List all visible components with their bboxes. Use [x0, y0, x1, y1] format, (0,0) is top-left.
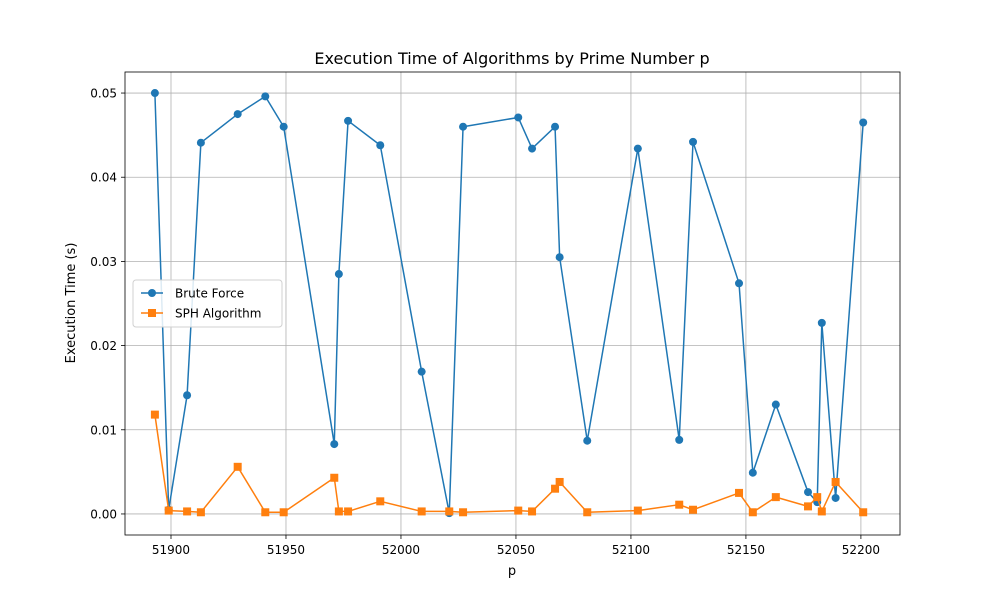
data-point — [183, 507, 192, 516]
data-point — [817, 507, 826, 516]
data-point — [771, 493, 780, 502]
data-point — [528, 507, 537, 516]
data-point — [831, 493, 840, 502]
data-point — [233, 110, 242, 119]
data-point — [859, 508, 868, 517]
series-line — [154, 414, 864, 514]
series-line — [154, 93, 864, 514]
data-point — [459, 508, 468, 517]
data-point — [551, 484, 560, 493]
x-tick-label: 52000 — [382, 543, 420, 557]
x-axis: 51900 51950 52000 52050 52100 52150 52200 — [152, 535, 880, 557]
data-point — [330, 440, 339, 449]
y-tick-label: 0.05 — [90, 87, 117, 101]
y-tick-label: 0.01 — [90, 423, 117, 437]
data-point — [771, 400, 780, 409]
data-point — [196, 508, 205, 517]
data-point — [514, 113, 523, 122]
data-point — [344, 507, 353, 516]
data-point — [164, 506, 173, 515]
data-point — [334, 270, 343, 279]
data-point — [233, 462, 242, 471]
data-point — [551, 122, 560, 131]
data-point — [633, 506, 642, 515]
data-point — [675, 435, 684, 444]
plot-frame — [124, 71, 901, 536]
data-point — [859, 118, 868, 127]
x-tick-label: 51900 — [152, 543, 190, 557]
data-point — [183, 391, 192, 400]
legend-label: Brute Force — [175, 287, 244, 301]
data-point — [279, 122, 288, 131]
legend-label: SPH Algorithm — [175, 307, 261, 321]
data-point — [376, 497, 385, 506]
legend-marker — [148, 309, 156, 317]
chart-title: Execution Time of Algorithms by Prime Nu… — [314, 49, 709, 68]
legend-marker — [148, 289, 156, 297]
data-point — [735, 279, 744, 288]
legend-item: SPH Algorithm — [141, 307, 261, 321]
x-tick-label: 52100 — [612, 543, 650, 557]
data-point — [528, 144, 537, 153]
data-point — [748, 508, 757, 517]
data-point — [583, 436, 592, 445]
data-point — [150, 89, 159, 98]
data-point — [583, 508, 592, 517]
data-point — [150, 410, 159, 419]
data-point — [334, 507, 343, 516]
data-point — [459, 122, 468, 131]
data-point — [804, 502, 813, 511]
data-point — [279, 508, 288, 517]
data-point — [261, 508, 270, 517]
y-tick-label: 0.04 — [90, 171, 117, 185]
grid — [125, 72, 900, 535]
series-layer — [150, 89, 868, 518]
data-point — [417, 507, 426, 516]
data-point — [514, 506, 523, 515]
data-point — [417, 367, 426, 376]
legend-box — [132, 279, 283, 328]
data-point — [831, 477, 840, 486]
data-point — [376, 141, 385, 150]
legend: Brute Force SPH Algorithm — [132, 279, 283, 328]
data-point — [817, 318, 826, 327]
y-axis: 0.00 0.01 0.02 0.03 0.04 0.05 — [90, 87, 125, 521]
x-tick-label: 52050 — [497, 543, 535, 557]
data-point — [196, 138, 205, 147]
data-point — [813, 493, 822, 502]
y-axis-label: Execution Time (s) — [64, 243, 79, 364]
data-point — [445, 507, 454, 516]
data-point — [748, 468, 757, 477]
data-point — [804, 488, 813, 497]
data-point — [330, 473, 339, 482]
data-point — [689, 505, 698, 514]
data-point — [555, 477, 564, 486]
x-tick-label: 52200 — [842, 543, 880, 557]
y-tick-label: 0.03 — [90, 255, 117, 269]
y-tick-label: 0.00 — [90, 507, 117, 521]
y-tick-label: 0.02 — [90, 339, 117, 353]
x-axis-label: p — [508, 564, 516, 579]
data-point — [555, 253, 564, 262]
data-point — [675, 500, 684, 509]
data-point — [689, 137, 698, 146]
x-tick-label: 51950 — [267, 543, 305, 557]
legend-item: Brute Force — [141, 287, 244, 301]
series-sph-algorithm — [150, 410, 868, 517]
x-tick-label: 52150 — [727, 543, 765, 557]
data-point — [735, 488, 744, 497]
data-point — [633, 144, 642, 153]
data-point — [261, 92, 270, 101]
data-point — [344, 116, 353, 125]
